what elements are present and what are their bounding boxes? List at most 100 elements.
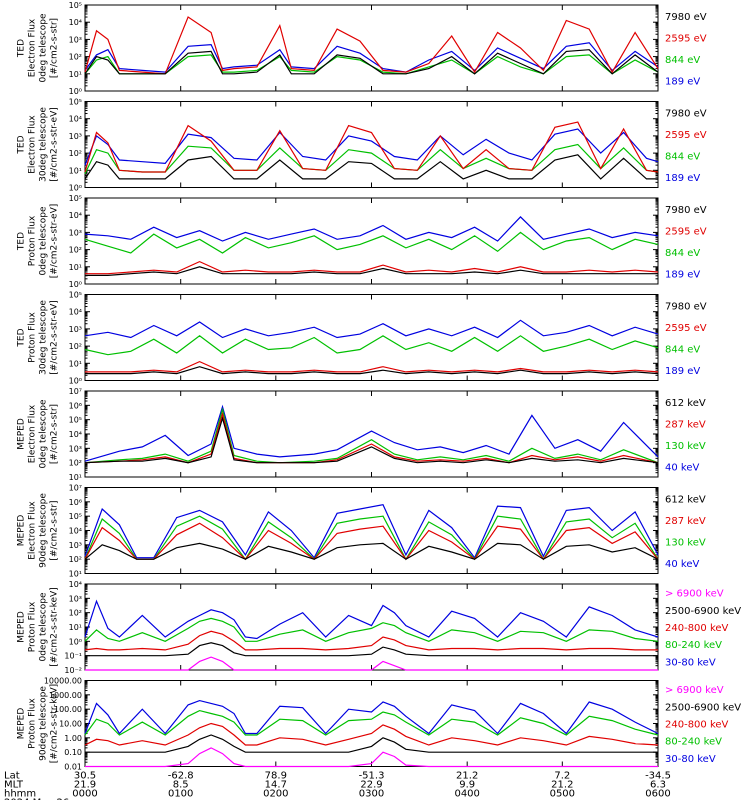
y-tick-label: 10¹ (69, 570, 82, 579)
y-axis-label-line: [#/cm2-s-str] (50, 18, 60, 78)
series-2500-6900-kev (85, 734, 658, 753)
legend-entry: 240-800 keV (665, 720, 729, 731)
legend-entry: 30-80 keV (665, 657, 716, 668)
panels-group: 10⁰ 10¹ 10² 10³ 10⁴ 10⁵ TED Electron Flux 0deg t… (17, 1, 742, 772)
y-axis-label-line: TED (17, 328, 27, 347)
y-axis-label: TEDProton Flux0deg telescope[#/cm2-s-str… (17, 204, 60, 279)
series-612-kev (84, 416, 659, 464)
panel-7: 10⁻² 10⁻¹ 10⁰ 10¹ 10² 10³ 10⁴ MEPEDProton Flux0… (17, 580, 742, 675)
x-tick-hhmm: 0200 (263, 789, 288, 800)
series-189-ev (84, 216, 659, 242)
legend-entry: 189 eV (665, 173, 700, 184)
legend-entry: 2595 eV (665, 130, 707, 141)
legend-entry: 7980 eV (665, 108, 707, 119)
series-2595-ev (85, 260, 659, 275)
series-80-240-kev (84, 617, 659, 642)
x-tick-lat: 7.2 (554, 771, 570, 782)
x-tick-mlt: 14.7 (265, 780, 287, 791)
y-tick-label: 10⁷ (69, 387, 82, 396)
x-row-label: hhmm (4, 789, 36, 800)
legend-entry: 130 keV (665, 537, 706, 548)
y-tick-label: 10¹ (69, 166, 82, 175)
series-189-ev (84, 128, 659, 166)
y-tick-label: 10⁰ (69, 280, 82, 289)
x-tick-hhmm: 0500 (550, 789, 575, 800)
series-287-kev (84, 522, 659, 561)
y-axis-label: TEDProton Flux30deg telescope[#/cm2-s-st… (17, 300, 60, 375)
y-axis-label-line: 0deg telescope (39, 592, 49, 662)
legend-entry: 80-240 keV (665, 737, 722, 748)
series-7980-ev (84, 154, 658, 180)
legend-entry: 7980 eV (665, 12, 707, 23)
y-tick-label: 10³ (69, 541, 82, 550)
legend-entry: 189 eV (665, 76, 700, 87)
y-axis-label-line: [#/cm2-s-str] (50, 404, 60, 464)
y-axis-label-line: MEPED (17, 611, 27, 643)
x-tick-mlt: 21.9 (74, 780, 96, 791)
y-tick-label: 10¹ (69, 473, 82, 482)
y-tick-label: 10³ (69, 35, 82, 44)
y-tick-label: 10⁻² (64, 666, 82, 675)
series-240-800-kev (84, 630, 658, 651)
y-axis-label-line: Proton Flux (28, 601, 38, 652)
y-tick-label: 10⁵ (69, 1, 82, 10)
series-240-800-kev (84, 722, 659, 746)
panel-8: 0.010.101.0010.00100.001000.0010000.00ME… (17, 677, 742, 772)
y-tick-label: 10³ (69, 132, 82, 141)
y-axis-label-line: 90deg telescope (39, 686, 49, 761)
y-tick-label: 10⁵ (69, 98, 82, 107)
legend-entry: 844 eV (665, 248, 700, 259)
series--6900-kev (85, 747, 658, 768)
series-612-kev (84, 542, 659, 560)
y-axis-label: MEPEDElectron Flux0deg telescope[#/cm2-s… (17, 399, 60, 469)
x-tick-lat: 30.5 (74, 771, 96, 782)
y-tick-label: 10⁵ (69, 194, 82, 203)
legend-entry: > 6900 keV (665, 589, 724, 600)
y-tick-label: 10³ (69, 325, 82, 334)
y-tick-label: 10¹ (69, 263, 82, 272)
y-tick-label: 10³ (69, 444, 82, 453)
y-axis-label-line: 30deg telescope (39, 300, 49, 375)
x-tick-lat: 78.9 (265, 771, 287, 782)
y-axis-label-line: 90deg telescope (39, 493, 49, 568)
y-tick-label: 10⁵ (69, 416, 82, 425)
panel-1: 10⁰ 10¹ 10² 10³ 10⁴ 10⁵ TEDElectron Flux0deg t… (17, 1, 707, 96)
y-tick-label: 10³ (69, 228, 82, 237)
series-2595-ev (85, 360, 659, 373)
y-tick-label: 10⁴ (69, 211, 82, 220)
x-tick-hhmm: 0100 (168, 789, 193, 800)
legend-entry: 30-80 keV (665, 754, 716, 765)
y-tick-label: 0.10 (64, 748, 82, 757)
y-axis-label-line: [#/cm2-s-str-keV] (50, 684, 60, 763)
panel-frame (84, 487, 659, 574)
series-40-kev (84, 404, 659, 462)
panel-frame (84, 390, 659, 478)
legend-entry: 80-240 keV (665, 640, 722, 651)
legend-entry: 2500-6900 keV (665, 606, 741, 617)
panel-frame (84, 4, 659, 92)
y-tick-label: 100.00 (54, 705, 82, 714)
y-axis-label-line: 0deg telescope (39, 206, 49, 276)
y-axis-label: MEPEDElectron Flux90deg telescope[#/cm2-… (17, 493, 60, 568)
y-tick-label: 10³ (69, 594, 82, 603)
x-tick-hhmm: 0400 (454, 789, 479, 800)
legend-entry: 2500-6900 keV (665, 702, 741, 713)
y-axis-label-line: MEPED (17, 418, 27, 450)
x-tick-mlt: 21.2 (551, 780, 573, 791)
legend-entry: 240-800 keV (665, 623, 729, 634)
y-axis-label: MEPEDProton Flux90deg telescope[#/cm2-s-… (17, 684, 60, 763)
series-2595-ev (84, 121, 659, 173)
y-tick-label: 10¹ (69, 359, 82, 368)
legend-entry: 844 eV (665, 55, 700, 66)
series-7980-ev (85, 266, 658, 276)
y-tick-label: 10² (69, 342, 82, 351)
legend-entry: 2595 eV (665, 33, 707, 44)
y-axis-label-line: Electron Flux (28, 115, 38, 174)
series-80-240-kev (84, 709, 659, 736)
y-tick-label: 10⁴ (69, 580, 82, 589)
series-844-ev (84, 335, 659, 356)
y-tick-label: 10² (69, 459, 82, 468)
y-axis-label-line: 0deg telescope (39, 399, 49, 469)
